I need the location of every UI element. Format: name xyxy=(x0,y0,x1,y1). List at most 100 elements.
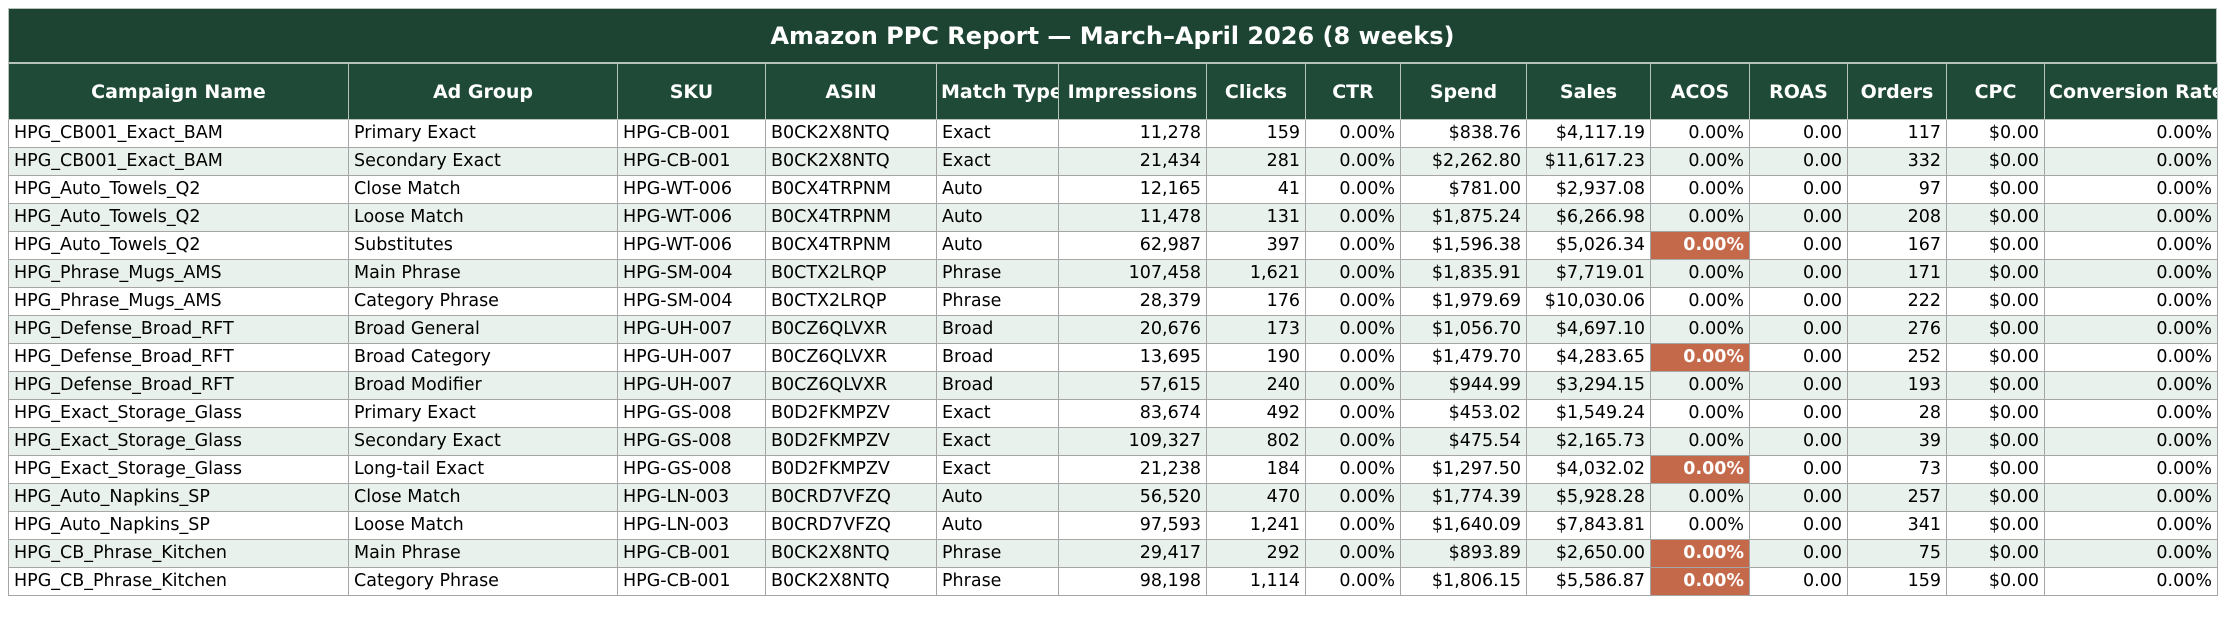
ctr-cell: 0.00% xyxy=(1305,483,1401,512)
sku-cell: HPG-CB-001 xyxy=(617,567,766,596)
impressions-cell: 107,458 xyxy=(1058,259,1207,288)
orders-cell: 332 xyxy=(1847,147,1947,176)
column-header[interactable]: Impressions xyxy=(1058,63,1207,120)
match-type-cell: Broad xyxy=(936,371,1059,400)
ad-group-cell: Close Match xyxy=(348,483,618,512)
campaign-name-cell: HPG_Auto_Towels_Q2 xyxy=(8,175,349,204)
impressions-cell: 11,478 xyxy=(1058,203,1207,232)
column-header[interactable]: SKU xyxy=(617,63,766,120)
orders-cell: 193 xyxy=(1847,371,1947,400)
spend-cell: $944.99 xyxy=(1400,371,1527,400)
conversion-rate-cell: 0.00% xyxy=(2044,455,2218,484)
roas-cell: 0.00 xyxy=(1749,259,1848,288)
campaign-name-cell: HPG_Phrase_Mugs_AMS xyxy=(8,287,349,316)
match-type-cell: Phrase xyxy=(936,567,1059,596)
column-header[interactable]: CTR xyxy=(1305,63,1401,120)
campaign-name-cell: HPG_CB_Phrase_Kitchen xyxy=(8,567,349,596)
ctr-cell: 0.00% xyxy=(1305,119,1401,148)
column-header[interactable]: Orders xyxy=(1847,63,1947,120)
roas-cell: 0.00 xyxy=(1749,175,1848,204)
table-body: HPG_CB001_Exact_BAM Primary Exact HPG-CB-0… xyxy=(8,119,2218,596)
ctr-cell: 0.00% xyxy=(1305,175,1401,204)
orders-cell: 222 xyxy=(1847,287,1947,316)
ad-group-cell: Category Phrase xyxy=(348,287,618,316)
column-header[interactable]: Match Type xyxy=(936,63,1059,120)
column-header[interactable]: CPC xyxy=(1946,63,2045,120)
sku-cell: HPG-UH-007 xyxy=(617,343,766,372)
acos-cell: 0.00% xyxy=(1650,511,1750,540)
column-header[interactable]: ROAS xyxy=(1749,63,1848,120)
table-row: HPG_CB_Phrase_Kitchen Main Phrase HPG-CB-0… xyxy=(8,539,2218,568)
roas-cell: 0.00 xyxy=(1749,483,1848,512)
ctr-cell: 0.00% xyxy=(1305,343,1401,372)
match-type-cell: Broad xyxy=(936,315,1059,344)
acos-cell: 0.00% xyxy=(1650,343,1750,372)
sku-cell: HPG-CB-001 xyxy=(617,147,766,176)
ad-group-cell: Main Phrase xyxy=(348,259,618,288)
cpc-cell: $0.00 xyxy=(1946,147,2045,176)
column-header[interactable]: Spend xyxy=(1400,63,1527,120)
clicks-cell: 492 xyxy=(1206,399,1306,428)
clicks-cell: 1,114 xyxy=(1206,567,1306,596)
spend-cell: $1,479.70 xyxy=(1400,343,1527,372)
clicks-cell: 159 xyxy=(1206,119,1306,148)
asin-cell: B0CK2X8NTQ xyxy=(765,147,937,176)
ctr-cell: 0.00% xyxy=(1305,259,1401,288)
clicks-cell: 802 xyxy=(1206,427,1306,456)
sales-cell: $4,032.02 xyxy=(1526,455,1651,484)
impressions-cell: 20,676 xyxy=(1058,315,1207,344)
table-row: HPG_CB_Phrase_Kitchen Category Phrase HPG-… xyxy=(8,567,2218,596)
roas-cell: 0.00 xyxy=(1749,119,1848,148)
cpc-cell: $0.00 xyxy=(1946,315,2045,344)
acos-cell: 0.00% xyxy=(1650,231,1750,260)
orders-cell: 97 xyxy=(1847,175,1947,204)
asin-cell: B0CRD7VFZQ xyxy=(765,511,937,540)
sku-cell: HPG-GS-008 xyxy=(617,455,766,484)
match-type-cell: Auto xyxy=(936,511,1059,540)
sales-cell: $7,843.81 xyxy=(1526,511,1651,540)
column-header[interactable]: ASIN xyxy=(765,63,937,120)
conversion-rate-cell: 0.00% xyxy=(2044,147,2218,176)
column-header[interactable]: Campaign Name xyxy=(8,63,349,120)
report-sheet: Amazon PPC Report — March–April 2026 (8 … xyxy=(8,8,2218,596)
table-row: HPG_Auto_Towels_Q2 Loose Match HPG-WT-006 B… xyxy=(8,203,2218,232)
clicks-cell: 292 xyxy=(1206,539,1306,568)
clicks-cell: 281 xyxy=(1206,147,1306,176)
orders-cell: 276 xyxy=(1847,315,1947,344)
conversion-rate-cell: 0.00% xyxy=(2044,203,2218,232)
asin-cell: B0CZ6QLVXR xyxy=(765,315,937,344)
sku-cell: HPG-WT-006 xyxy=(617,203,766,232)
sku-cell: HPG-CB-001 xyxy=(617,539,766,568)
roas-cell: 0.00 xyxy=(1749,371,1848,400)
sku-cell: HPG-CB-001 xyxy=(617,119,766,148)
ctr-cell: 0.00% xyxy=(1305,399,1401,428)
spend-cell: $1,875.24 xyxy=(1400,203,1527,232)
column-header[interactable]: ACOS xyxy=(1650,63,1750,120)
asin-cell: B0CK2X8NTQ xyxy=(765,119,937,148)
column-header[interactable]: Sales xyxy=(1526,63,1651,120)
column-header[interactable]: Conversion Rate xyxy=(2044,63,2218,120)
sales-cell: $10,030.06 xyxy=(1526,287,1651,316)
ad-group-cell: Broad Modifier xyxy=(348,371,618,400)
match-type-cell: Exact xyxy=(936,427,1059,456)
impressions-cell: 57,615 xyxy=(1058,371,1207,400)
acos-cell: 0.00% xyxy=(1650,539,1750,568)
column-header[interactable]: Ad Group xyxy=(348,63,618,120)
report-title: Amazon PPC Report — March–April 2026 (8 … xyxy=(8,8,2217,63)
impressions-cell: 21,434 xyxy=(1058,147,1207,176)
conversion-rate-cell: 0.00% xyxy=(2044,399,2218,428)
orders-cell: 73 xyxy=(1847,455,1947,484)
sku-cell: HPG-UH-007 xyxy=(617,371,766,400)
column-header[interactable]: Clicks xyxy=(1206,63,1306,120)
campaign-name-cell: HPG_Phrase_Mugs_AMS xyxy=(8,259,349,288)
match-type-cell: Phrase xyxy=(936,259,1059,288)
acos-cell: 0.00% xyxy=(1650,315,1750,344)
sales-cell: $4,117.19 xyxy=(1526,119,1651,148)
campaign-name-cell: HPG_CB001_Exact_BAM xyxy=(8,147,349,176)
orders-cell: 257 xyxy=(1847,483,1947,512)
sales-cell: $6,266.98 xyxy=(1526,203,1651,232)
sales-cell: $2,650.00 xyxy=(1526,539,1651,568)
match-type-cell: Exact xyxy=(936,399,1059,428)
acos-cell: 0.00% xyxy=(1650,203,1750,232)
impressions-cell: 21,238 xyxy=(1058,455,1207,484)
